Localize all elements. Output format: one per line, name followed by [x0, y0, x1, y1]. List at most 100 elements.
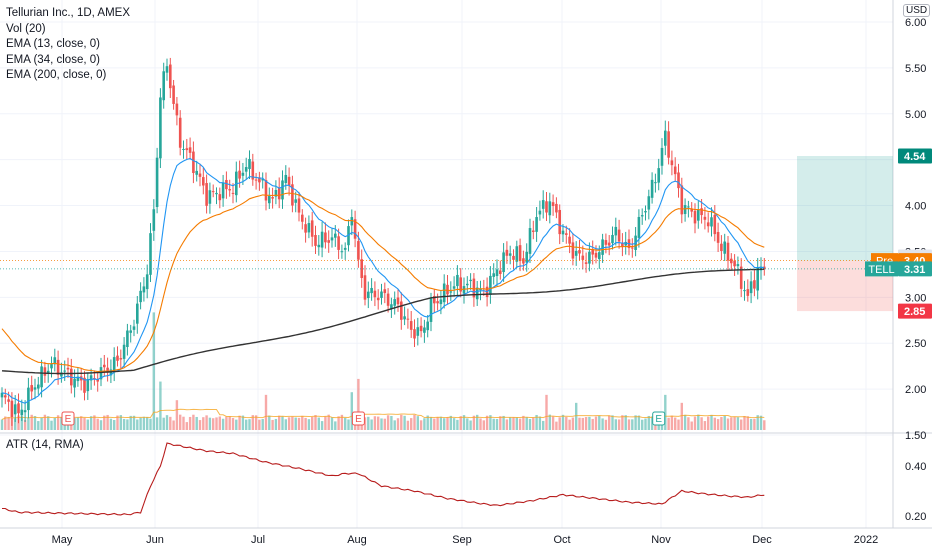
volume-bar	[0, 419, 4, 430]
candle	[327, 230, 330, 253]
volume-bar	[225, 416, 228, 430]
legend-vol[interactable]: Vol (20)	[6, 22, 46, 35]
candle	[581, 245, 585, 270]
volume-bar	[710, 414, 713, 430]
volume-bar	[594, 416, 598, 430]
volume-bar	[542, 420, 545, 430]
volume-bar	[571, 417, 575, 430]
legend-ema13[interactable]: EMA (13, close, 0)	[6, 38, 100, 50]
earnings-marker-box	[351, 411, 365, 426]
candle-body	[640, 215, 644, 217]
candle	[657, 158, 660, 191]
volume-ma	[1, 408, 765, 420]
legend-title[interactable]: Tellurian Inc., 1D, AMEX	[6, 7, 130, 19]
volume-bar	[489, 415, 492, 430]
candle	[720, 235, 723, 261]
candle-body	[528, 228, 532, 254]
candle	[647, 189, 651, 220]
candle	[175, 97, 179, 126]
legend-ema200[interactable]: EMA (200, close, 0)	[6, 69, 107, 81]
volume-bar	[634, 415, 637, 430]
volume-bar	[278, 415, 281, 430]
candle-body	[400, 301, 403, 320]
candle-body	[205, 183, 208, 206]
candle	[495, 259, 499, 287]
volume-bar	[383, 418, 386, 430]
candle-body	[20, 409, 24, 416]
candle-body	[271, 197, 274, 199]
candle	[60, 362, 63, 383]
candle	[0, 387, 4, 408]
volume-ma-line	[1, 408, 765, 420]
candle-body	[624, 241, 627, 246]
volume-bar	[291, 416, 294, 430]
volume-bar	[499, 416, 502, 430]
volume-bar	[202, 417, 205, 430]
candle-body	[218, 194, 222, 201]
candle-body	[287, 176, 291, 186]
y-tick-label: 6.00	[905, 17, 926, 29]
candle	[492, 263, 495, 285]
volume-bar	[393, 420, 396, 430]
candle-body	[667, 131, 670, 158]
time-axis[interactable]: May Jun Jul Aug Sep Oct Nov Dec 2022	[52, 534, 879, 546]
candle-body	[202, 177, 205, 186]
candle-body	[50, 364, 53, 369]
candle-body	[452, 286, 456, 289]
risk-reward-zone[interactable]	[797, 155, 893, 312]
candle	[198, 163, 202, 187]
volume-bar	[268, 415, 271, 430]
candle-body	[383, 289, 387, 294]
volume-bar	[611, 415, 614, 430]
candle-body	[337, 236, 340, 250]
candle-body	[644, 211, 647, 213]
candle	[192, 141, 195, 184]
candle	[343, 242, 347, 260]
candle	[96, 370, 99, 392]
volume-bar	[697, 414, 700, 430]
volume-bar	[301, 415, 304, 430]
candle	[37, 376, 40, 395]
candle	[532, 220, 535, 240]
volume-bar	[146, 416, 149, 430]
volume-bar	[89, 416, 93, 430]
volume-bar	[561, 414, 565, 430]
volume-bar	[159, 381, 162, 430]
candle-body	[136, 303, 139, 324]
volume-bar	[50, 420, 53, 430]
volume-bar	[459, 416, 462, 430]
volume-bar	[93, 415, 96, 430]
atr-legend[interactable]: ATR (14, RMA)	[6, 439, 84, 451]
currency-label[interactable]: USD	[903, 4, 931, 17]
volume-bar	[284, 419, 287, 430]
candle	[604, 233, 608, 254]
candle	[522, 250, 525, 271]
candle-body	[172, 85, 175, 104]
legend-ema34[interactable]: EMA (34, close, 0)	[6, 53, 100, 66]
volume-bar	[215, 417, 218, 430]
candle	[548, 192, 552, 224]
candle-body	[324, 232, 327, 243]
candle-body	[512, 255, 515, 260]
candle-body	[327, 240, 330, 243]
volume-bar	[650, 416, 654, 430]
volume-bar	[756, 415, 759, 430]
candle-body	[390, 304, 393, 309]
candle	[746, 279, 750, 302]
y-tick-label: 4.00	[905, 201, 926, 213]
volume-bar	[314, 415, 317, 430]
volume-bar	[248, 419, 251, 430]
volume-bar	[205, 415, 208, 430]
candle-body	[126, 330, 129, 348]
volume-bar	[311, 416, 314, 430]
candle-body	[548, 201, 552, 216]
volume-bar	[403, 415, 406, 430]
candle-body	[360, 259, 363, 278]
candle-body	[594, 252, 598, 258]
candle-body	[314, 235, 317, 246]
candle	[693, 203, 697, 234]
candle-body	[310, 220, 314, 237]
candle-body	[522, 258, 525, 264]
